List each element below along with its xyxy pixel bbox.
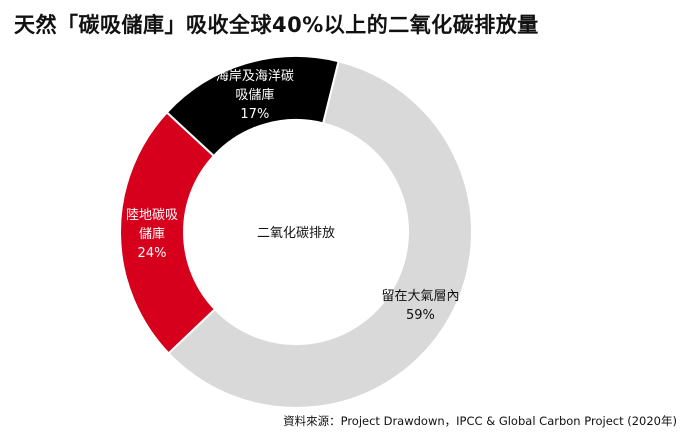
slice-label-1: 陸地碳吸儲庫 24% [126,207,178,261]
source-note: 資料來源：Project Drawdown，IPCC & Global Carb… [283,414,677,428]
slice-label-2: 海岸及海洋碳吸儲庫 17% [216,69,294,122]
slice-label-0: 留在大氣層內 59% [381,289,459,323]
chart-title: 天然「碳吸儲庫」吸收全球40%以上的二氧化碳排放量 [14,13,539,37]
donut-slice-1 [119,111,217,355]
center-label: 二氧化碳排放 [257,226,335,241]
donut-slice-0 [167,60,473,409]
donut-slices [119,55,473,409]
donut-slice-2 [165,55,340,158]
slice-labels: 留在大氣層內 59% 陸地碳吸儲庫 24% 海岸及海洋碳吸儲庫 17% [126,69,459,323]
